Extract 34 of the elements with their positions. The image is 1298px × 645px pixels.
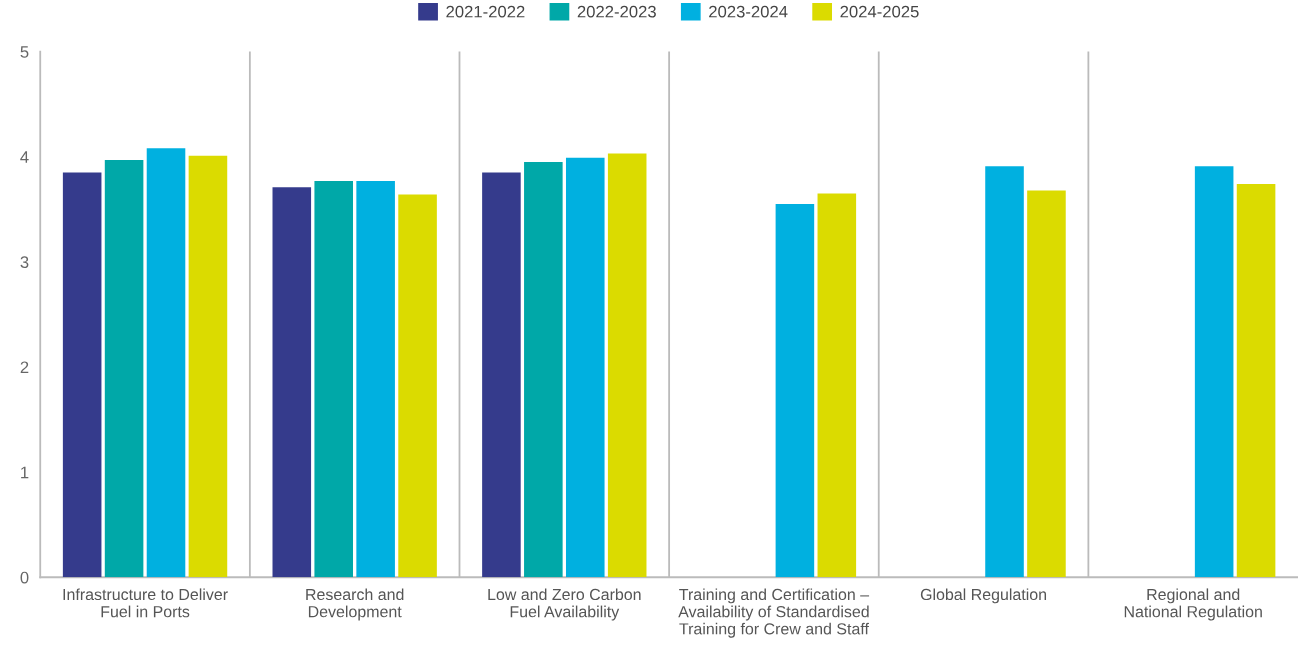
x-tick-label: Infrastructure to Deliver Fuel in Ports (63, 588, 228, 618)
bar (146, 148, 186, 578)
bar (607, 153, 647, 578)
bar (104, 159, 144, 578)
y-tick-label: 3 (20, 256, 29, 269)
y-tick-label: 5 (20, 46, 29, 58)
bar (565, 157, 605, 578)
bar (482, 172, 521, 578)
bar (1194, 166, 1234, 578)
y-tick-label: 4 (20, 151, 29, 163)
legend-label: 2024-2025 (840, 5, 919, 18)
bar (1027, 190, 1066, 578)
x-tick-label: Regional and National Regulation (1124, 588, 1262, 621)
legend-label: 2023-2024 (709, 5, 788, 18)
x-tick-label: Low and Zero Carbon Fuel Availability (488, 588, 641, 621)
legend-label: 2022-2023 (577, 5, 656, 18)
legend-label: 2021-2022 (446, 5, 525, 18)
bar (524, 161, 563, 578)
x-tick-label: Training and Certification – Availability of Standardised Training for Crew and Staff (678, 588, 870, 638)
bar (1236, 184, 1276, 578)
y-tick-label: 1 (21, 466, 29, 479)
bar (817, 193, 857, 578)
bar (775, 204, 815, 578)
bar (398, 194, 437, 578)
y-tick-label: 0 (20, 571, 29, 584)
x-tick-label: Global Regulation (920, 588, 1047, 604)
bar (62, 172, 102, 578)
bar (356, 180, 395, 578)
bar (314, 180, 353, 578)
bar (188, 155, 228, 578)
bar (272, 187, 312, 578)
y-tick-label: 2 (20, 361, 29, 374)
bar (985, 166, 1024, 578)
x-tick-label: Research and Development (306, 588, 404, 621)
